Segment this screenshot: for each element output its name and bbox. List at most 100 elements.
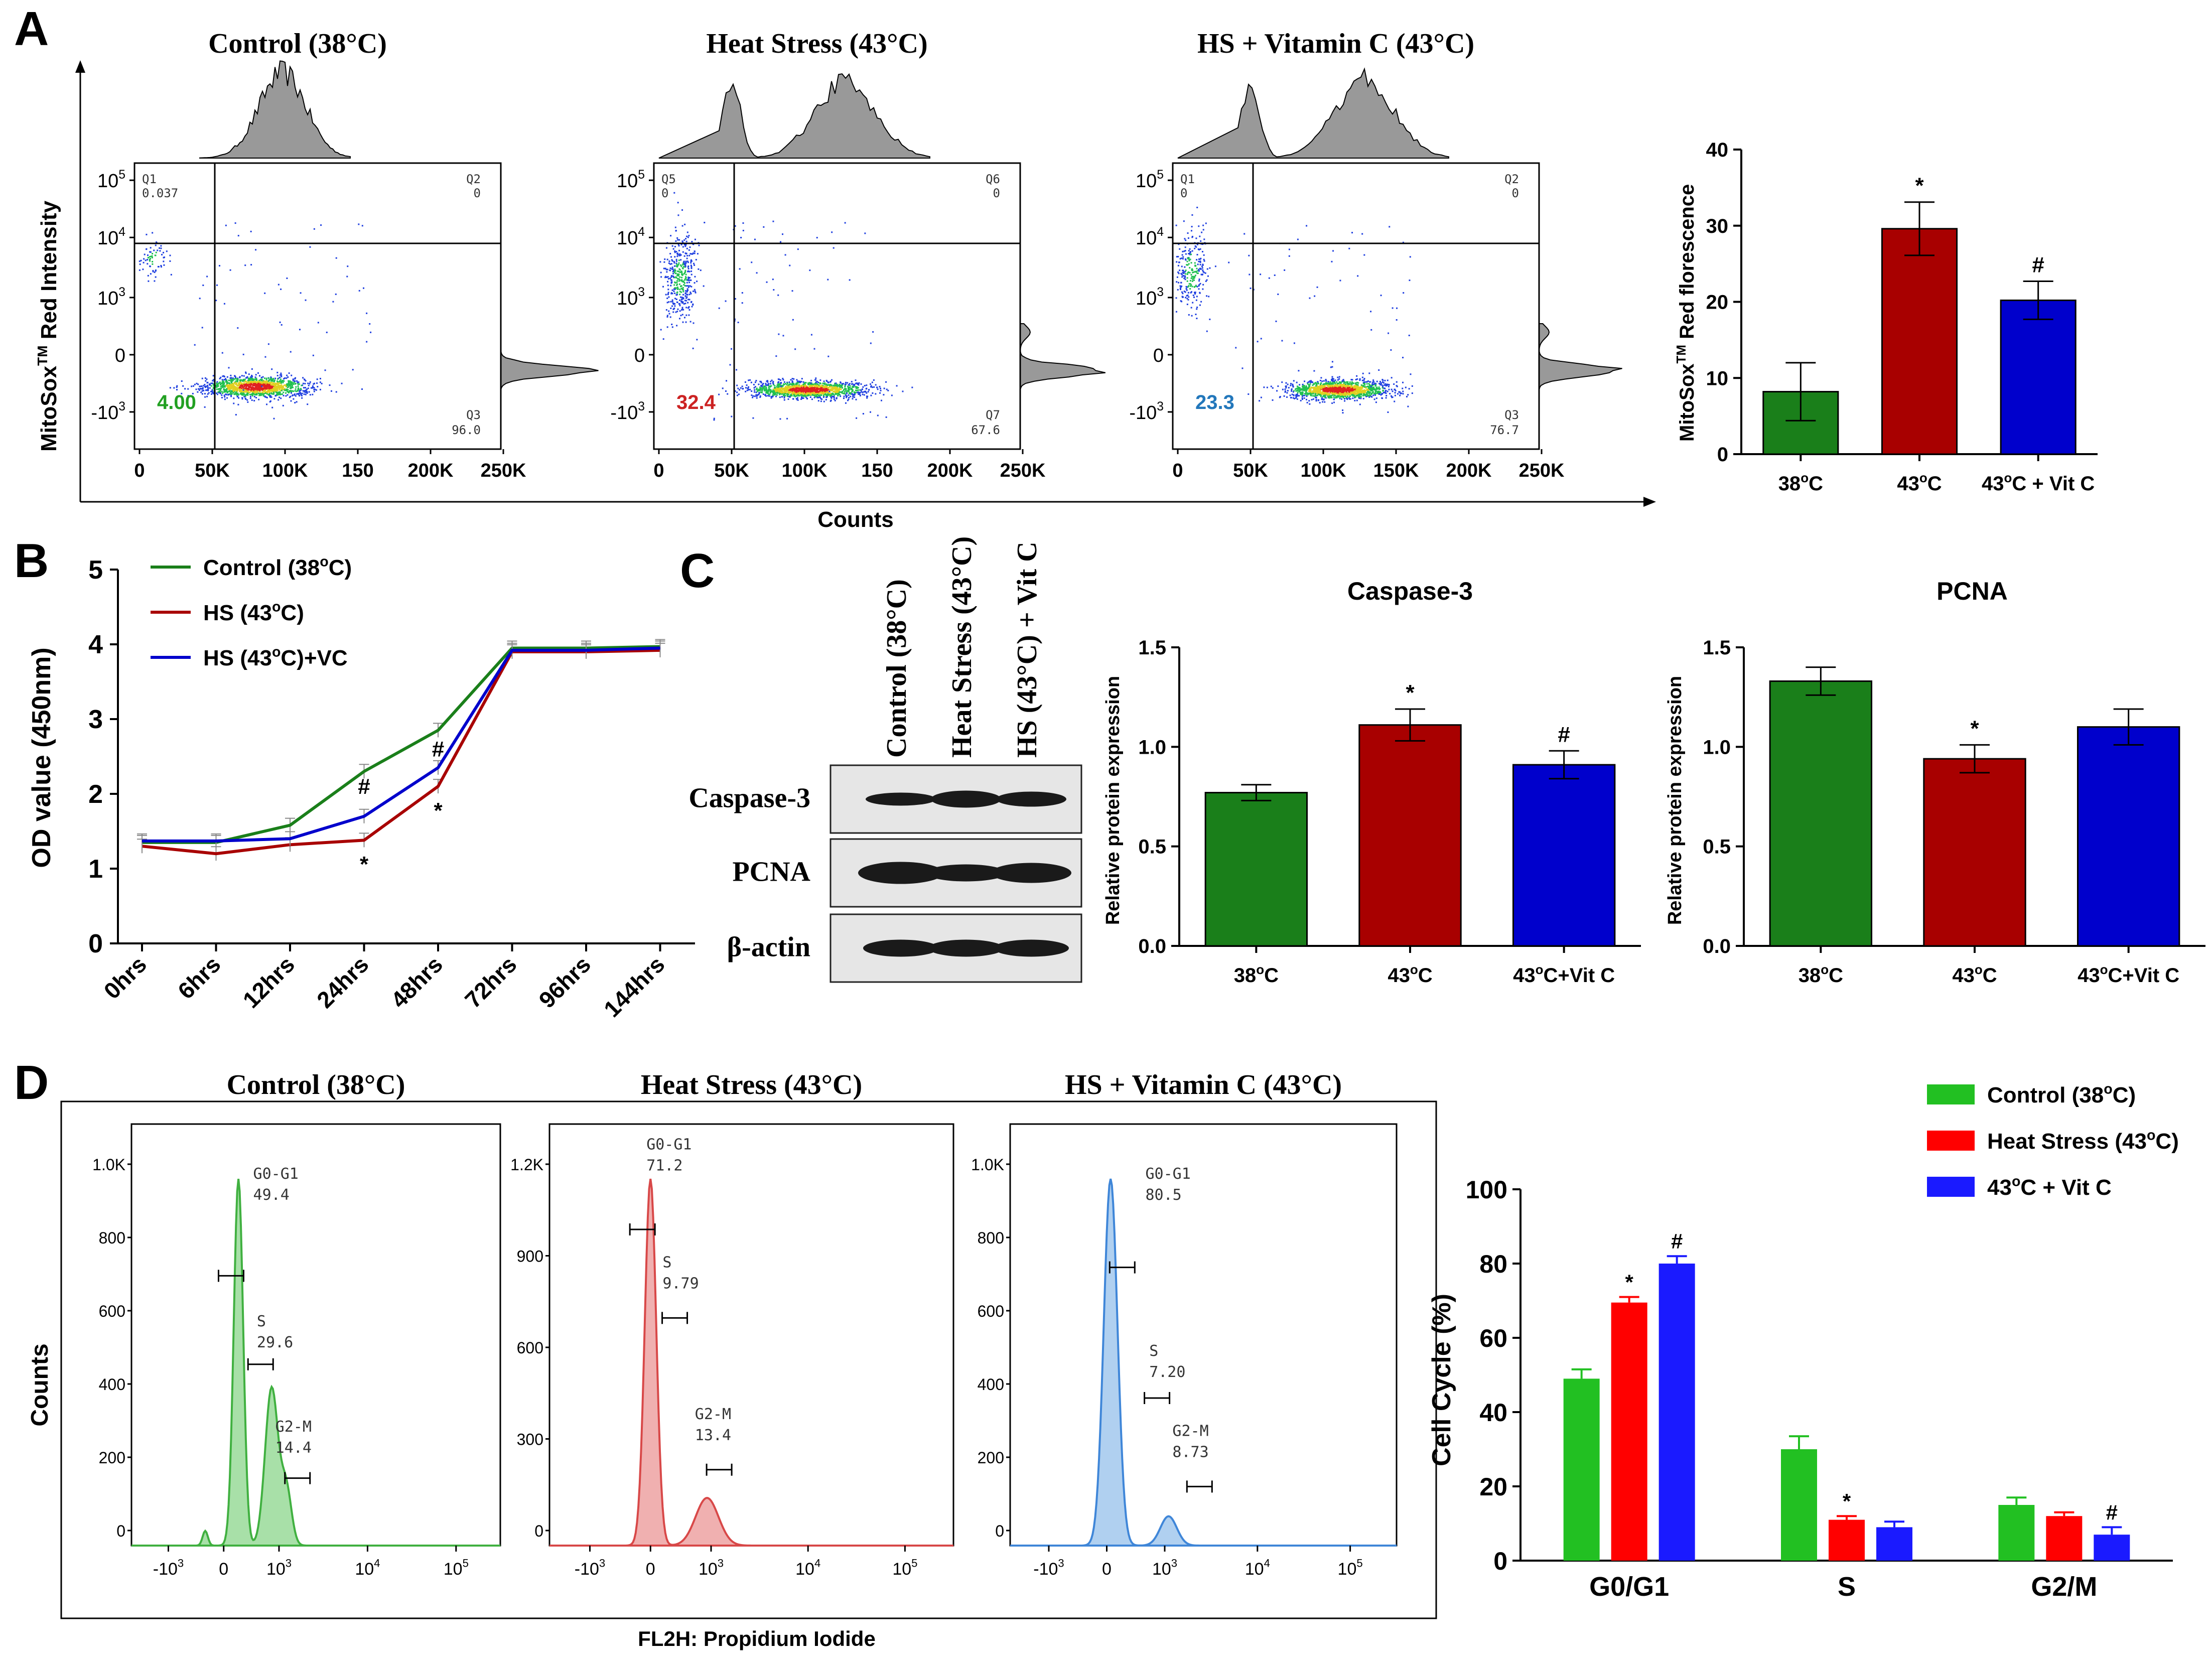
scatter-dot [839, 384, 841, 386]
scatter-dot [202, 388, 204, 390]
scatter-dot [1333, 398, 1335, 400]
scatter-dot [1311, 393, 1313, 395]
scatter-dot [677, 274, 679, 276]
scatter-dot [682, 294, 684, 296]
scatter-dot [1402, 387, 1404, 389]
scatter-dot [222, 384, 224, 386]
scatter-dot [283, 380, 285, 382]
scatter-dot [803, 386, 805, 388]
scatter-dot [810, 388, 812, 390]
scatter-dot [1405, 386, 1407, 388]
scatter-dot [832, 388, 834, 390]
scatter-dot [293, 390, 295, 392]
scatter-dot [260, 379, 262, 381]
scatter-dot [759, 389, 761, 391]
scatter-dot [1285, 382, 1287, 384]
scatter-dot [685, 252, 687, 254]
scatter-dot [839, 391, 841, 393]
scatter-dot [262, 393, 264, 395]
scatter-dot [258, 389, 260, 391]
scatter-dot [749, 388, 751, 390]
scatter-dot [1340, 387, 1342, 389]
scatter-dot [251, 375, 253, 377]
scatter-dot [797, 385, 799, 387]
scatter-dot [245, 389, 247, 391]
scatter-dot [255, 382, 257, 384]
scatter-dot [866, 392, 868, 394]
scatter-dot [295, 377, 297, 379]
scatter-dot [243, 386, 245, 388]
scatter-dot [1341, 385, 1343, 387]
scatter-dot [777, 385, 779, 387]
scatter-dot [286, 377, 288, 379]
scatter-dot [1342, 387, 1344, 389]
y-tick-label-exp: 5 [118, 168, 125, 182]
scatter-dot [809, 385, 811, 387]
scatter-dot [744, 381, 746, 383]
scatter-dot [819, 390, 821, 392]
scatter-dot [1348, 390, 1350, 392]
scatter-dot [677, 239, 679, 241]
scatter-dot [1366, 393, 1368, 395]
scatter-dot [824, 393, 826, 395]
scatter-dot [238, 381, 240, 383]
scatter-dot [809, 386, 811, 388]
scatter-dot [838, 393, 840, 395]
scatter-dot [750, 381, 752, 383]
scatter-dot [270, 392, 272, 394]
scatter-dot [834, 390, 836, 392]
scatter-dot [1381, 384, 1383, 386]
scatter-dot [819, 389, 821, 391]
scatter-dot [1411, 392, 1413, 394]
scatter-dot [242, 386, 244, 388]
scatter-dot [1368, 384, 1370, 386]
scatter-dot [1356, 388, 1358, 390]
scatter-dot [1298, 370, 1300, 372]
scatter-dot [192, 392, 194, 394]
scatter-dot [226, 392, 228, 394]
scatter-dot [676, 282, 678, 284]
scatter-dot [212, 375, 214, 377]
scatter-dot [254, 390, 256, 392]
scatter-dot [282, 393, 284, 395]
scatter-dot [1371, 381, 1373, 383]
scatter-dot [229, 390, 231, 392]
scatter-dot [825, 383, 827, 385]
scatter-dot [1346, 393, 1348, 395]
scatter-dot [1324, 401, 1326, 403]
scatter-dot [1356, 390, 1358, 392]
scatter-dot [1302, 383, 1304, 385]
scatter-dot [836, 392, 838, 394]
scatter-dot [1370, 385, 1372, 387]
scatter-dot [147, 254, 149, 256]
scatter-dot [811, 387, 813, 389]
scatter-dot [835, 393, 837, 395]
scatter-dot [1292, 386, 1294, 388]
scatter-dot [1277, 385, 1279, 387]
scatter-dot [290, 387, 292, 389]
scatter-dot [837, 385, 839, 387]
scatter-dot [1408, 388, 1410, 390]
scatter-dot [1339, 389, 1341, 391]
scatter-dot [802, 392, 804, 394]
scatter-dot [1345, 389, 1347, 391]
scatter-dot [792, 383, 794, 385]
scatter-dot [1352, 397, 1354, 399]
scatter-dot [673, 288, 675, 290]
scatter-dot [847, 399, 849, 401]
scatter-dot [1350, 393, 1352, 395]
scatter-dot [284, 384, 286, 386]
scatter-dot [674, 305, 676, 307]
scatter-dot [1369, 381, 1371, 383]
scatter-dot [236, 383, 238, 385]
scatter-dot [668, 262, 670, 264]
scatter-dot [850, 392, 852, 394]
scatter-dot [866, 387, 868, 389]
scatter-dot [666, 315, 668, 317]
scatter-dot [785, 388, 787, 390]
scatter-dot [229, 269, 231, 271]
scatter-dot [825, 390, 827, 392]
scatter-dot [848, 394, 850, 396]
scatter-dot [790, 390, 792, 392]
scatter-dot [258, 388, 260, 390]
